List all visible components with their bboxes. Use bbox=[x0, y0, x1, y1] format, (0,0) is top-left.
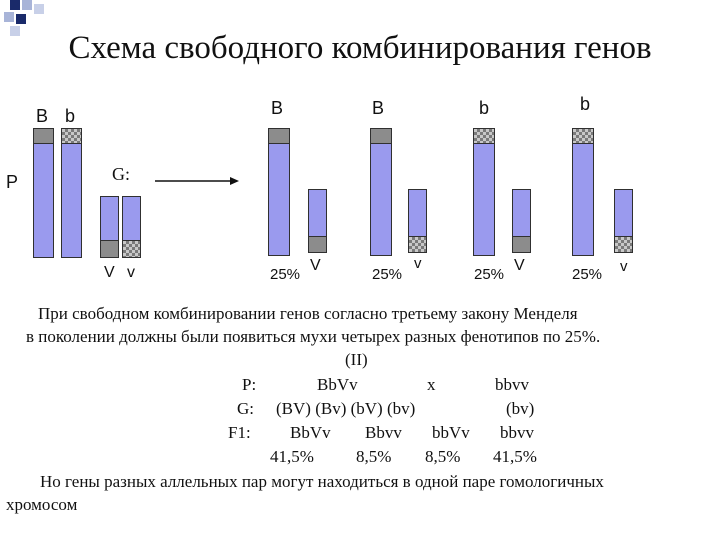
gamete-4-long-chromosome bbox=[572, 128, 594, 256]
page-title: Схема свободного комбинирования генов bbox=[68, 30, 652, 66]
cross-g-label: G: bbox=[237, 399, 254, 418]
gamete-3-long-chromosome bbox=[473, 128, 495, 256]
f1-genotype-3: bbVv bbox=[432, 423, 470, 442]
corner-square-2 bbox=[22, 0, 32, 10]
parent-chromosome-right-long bbox=[61, 128, 82, 258]
gamete-3-band-top bbox=[473, 128, 495, 144]
cross-g-gametes-1: (BV) (Bv) (bV) (bv) bbox=[276, 399, 416, 418]
gamete-1-percent: 25% bbox=[270, 266, 301, 283]
gamete-2-bottom-label: v bbox=[414, 255, 422, 272]
f1-percent-1: 41,5% bbox=[270, 447, 314, 466]
f1-percent-2: 8,5% bbox=[356, 447, 392, 466]
parent-label: P bbox=[6, 172, 19, 192]
parent-band-b bbox=[61, 128, 82, 144]
gamete-2-band-bottom bbox=[408, 236, 427, 253]
f1-percent-3: 8,5% bbox=[425, 447, 461, 466]
gamete-1-band-bottom bbox=[308, 236, 327, 253]
gamete-label: G: bbox=[112, 164, 130, 184]
explanation-line-2: в поколении должны были появиться мухи ч… bbox=[26, 327, 601, 346]
corner-square-3 bbox=[34, 4, 44, 14]
parent-gene-b-label: b bbox=[65, 106, 76, 126]
gamete-4-band-top bbox=[572, 128, 594, 144]
gamete-1-long-chromosome bbox=[268, 128, 290, 256]
gamete-3-percent: 25% bbox=[474, 266, 505, 283]
footer-line-1: Но гены разных аллельных пар могут наход… bbox=[40, 472, 604, 491]
parent-band-B bbox=[33, 128, 54, 144]
gamete-3-bottom-label: V bbox=[514, 257, 525, 274]
f1-genotype-2: Bbvv bbox=[365, 423, 402, 442]
parent-gene-V-label: V bbox=[104, 264, 115, 281]
parent-band-V bbox=[100, 240, 119, 258]
gamete-4-top-label: b bbox=[580, 94, 591, 114]
gamete-2-band-top bbox=[370, 128, 392, 144]
cross-p-label: P: bbox=[242, 375, 257, 394]
cross-f1-label: F1: bbox=[228, 423, 251, 442]
gamete-2-long-chromosome bbox=[370, 128, 392, 256]
cross-g-gametes-2: (bv) bbox=[506, 399, 535, 418]
gamete-4-bottom-label: v bbox=[620, 258, 628, 275]
f1-genotype-1: BbVv bbox=[290, 423, 331, 442]
cross-p-genotype-1: BbVv bbox=[317, 375, 358, 394]
parent-chromosome-left-long bbox=[33, 128, 54, 258]
f1-genotype-4: bbvv bbox=[500, 423, 534, 442]
gamete-4-band-bottom bbox=[614, 236, 633, 253]
corner-square-5 bbox=[16, 14, 26, 24]
gamete-1-band-top bbox=[268, 128, 290, 144]
corner-square-6 bbox=[10, 26, 20, 36]
gamete-2-percent: 25% bbox=[372, 266, 403, 283]
explanation-line-3: (II) bbox=[345, 350, 368, 369]
arrow-icon bbox=[155, 177, 239, 185]
corner-square-1 bbox=[10, 0, 20, 10]
f1-percent-4: 41,5% bbox=[493, 447, 537, 466]
cross-p-genotype-2: bbvv bbox=[495, 375, 529, 394]
gamete-3-top-label: b bbox=[479, 98, 490, 118]
parent-gene-v-label: v bbox=[127, 264, 135, 281]
parent-gene-B-label: B bbox=[36, 106, 49, 126]
gamete-4-percent: 25% bbox=[572, 266, 603, 283]
cross-symbol: x bbox=[427, 375, 436, 394]
gamete-3-band-bottom bbox=[512, 236, 531, 253]
explanation-line-1: При свободном комбинировании генов согла… bbox=[38, 304, 578, 323]
gamete-1-top-label: B bbox=[271, 98, 284, 118]
gamete-1-bottom-label: V bbox=[310, 257, 321, 274]
footer-line-2: хромосом bbox=[6, 495, 78, 514]
gamete-2-top-label: B bbox=[372, 98, 385, 118]
corner-square-4 bbox=[4, 12, 14, 22]
parent-band-v bbox=[122, 240, 141, 258]
